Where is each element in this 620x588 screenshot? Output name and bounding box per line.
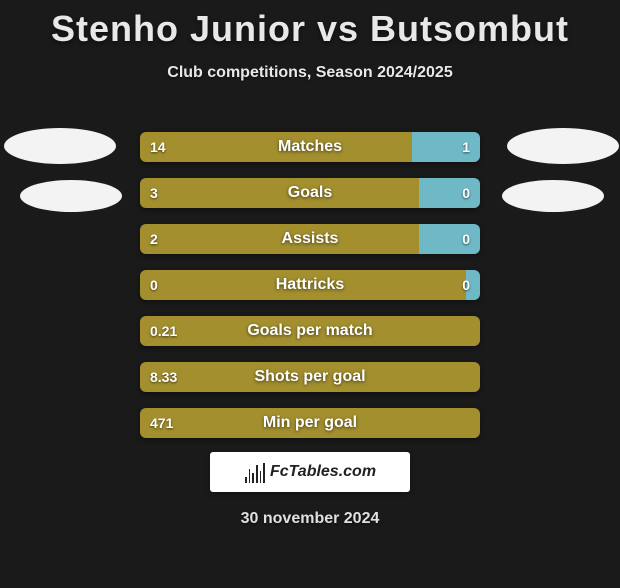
stat-label: Assists — [140, 224, 480, 254]
stat-label: Hattricks — [140, 270, 480, 300]
stat-label: Min per goal — [140, 408, 480, 438]
branding-text: FcTables.com — [270, 463, 376, 481]
stat-bar: 141Matches — [140, 132, 480, 162]
stat-label: Goals — [140, 178, 480, 208]
player-right-cloud-2 — [502, 180, 604, 212]
player-left-cloud-2 — [20, 180, 122, 212]
stat-bar: 20Assists — [140, 224, 480, 254]
page-title: Stenho Junior vs Butsombut — [0, 8, 620, 50]
stat-label: Matches — [140, 132, 480, 162]
bar-chart-icon — [244, 461, 266, 483]
date-label: 30 november 2024 — [0, 510, 620, 528]
stat-bar: 30Goals — [140, 178, 480, 208]
stat-label: Goals per match — [140, 316, 480, 346]
comparison-bars: 141Matches 30Goals 20Assists 00Hattricks 0.2… — [140, 132, 480, 454]
player-left-cloud-1 — [4, 128, 116, 164]
stat-bar: 0.21Goals per match — [140, 316, 480, 346]
stat-bar: 471Min per goal — [140, 408, 480, 438]
branding-badge[interactable]: FcTables.com — [210, 452, 410, 492]
player-right-cloud-1 — [507, 128, 619, 164]
stat-label: Shots per goal — [140, 362, 480, 392]
stat-bar: 8.33Shots per goal — [140, 362, 480, 392]
stat-bar: 00Hattricks — [140, 270, 480, 300]
season-subtitle: Club competitions, Season 2024/2025 — [0, 64, 620, 82]
